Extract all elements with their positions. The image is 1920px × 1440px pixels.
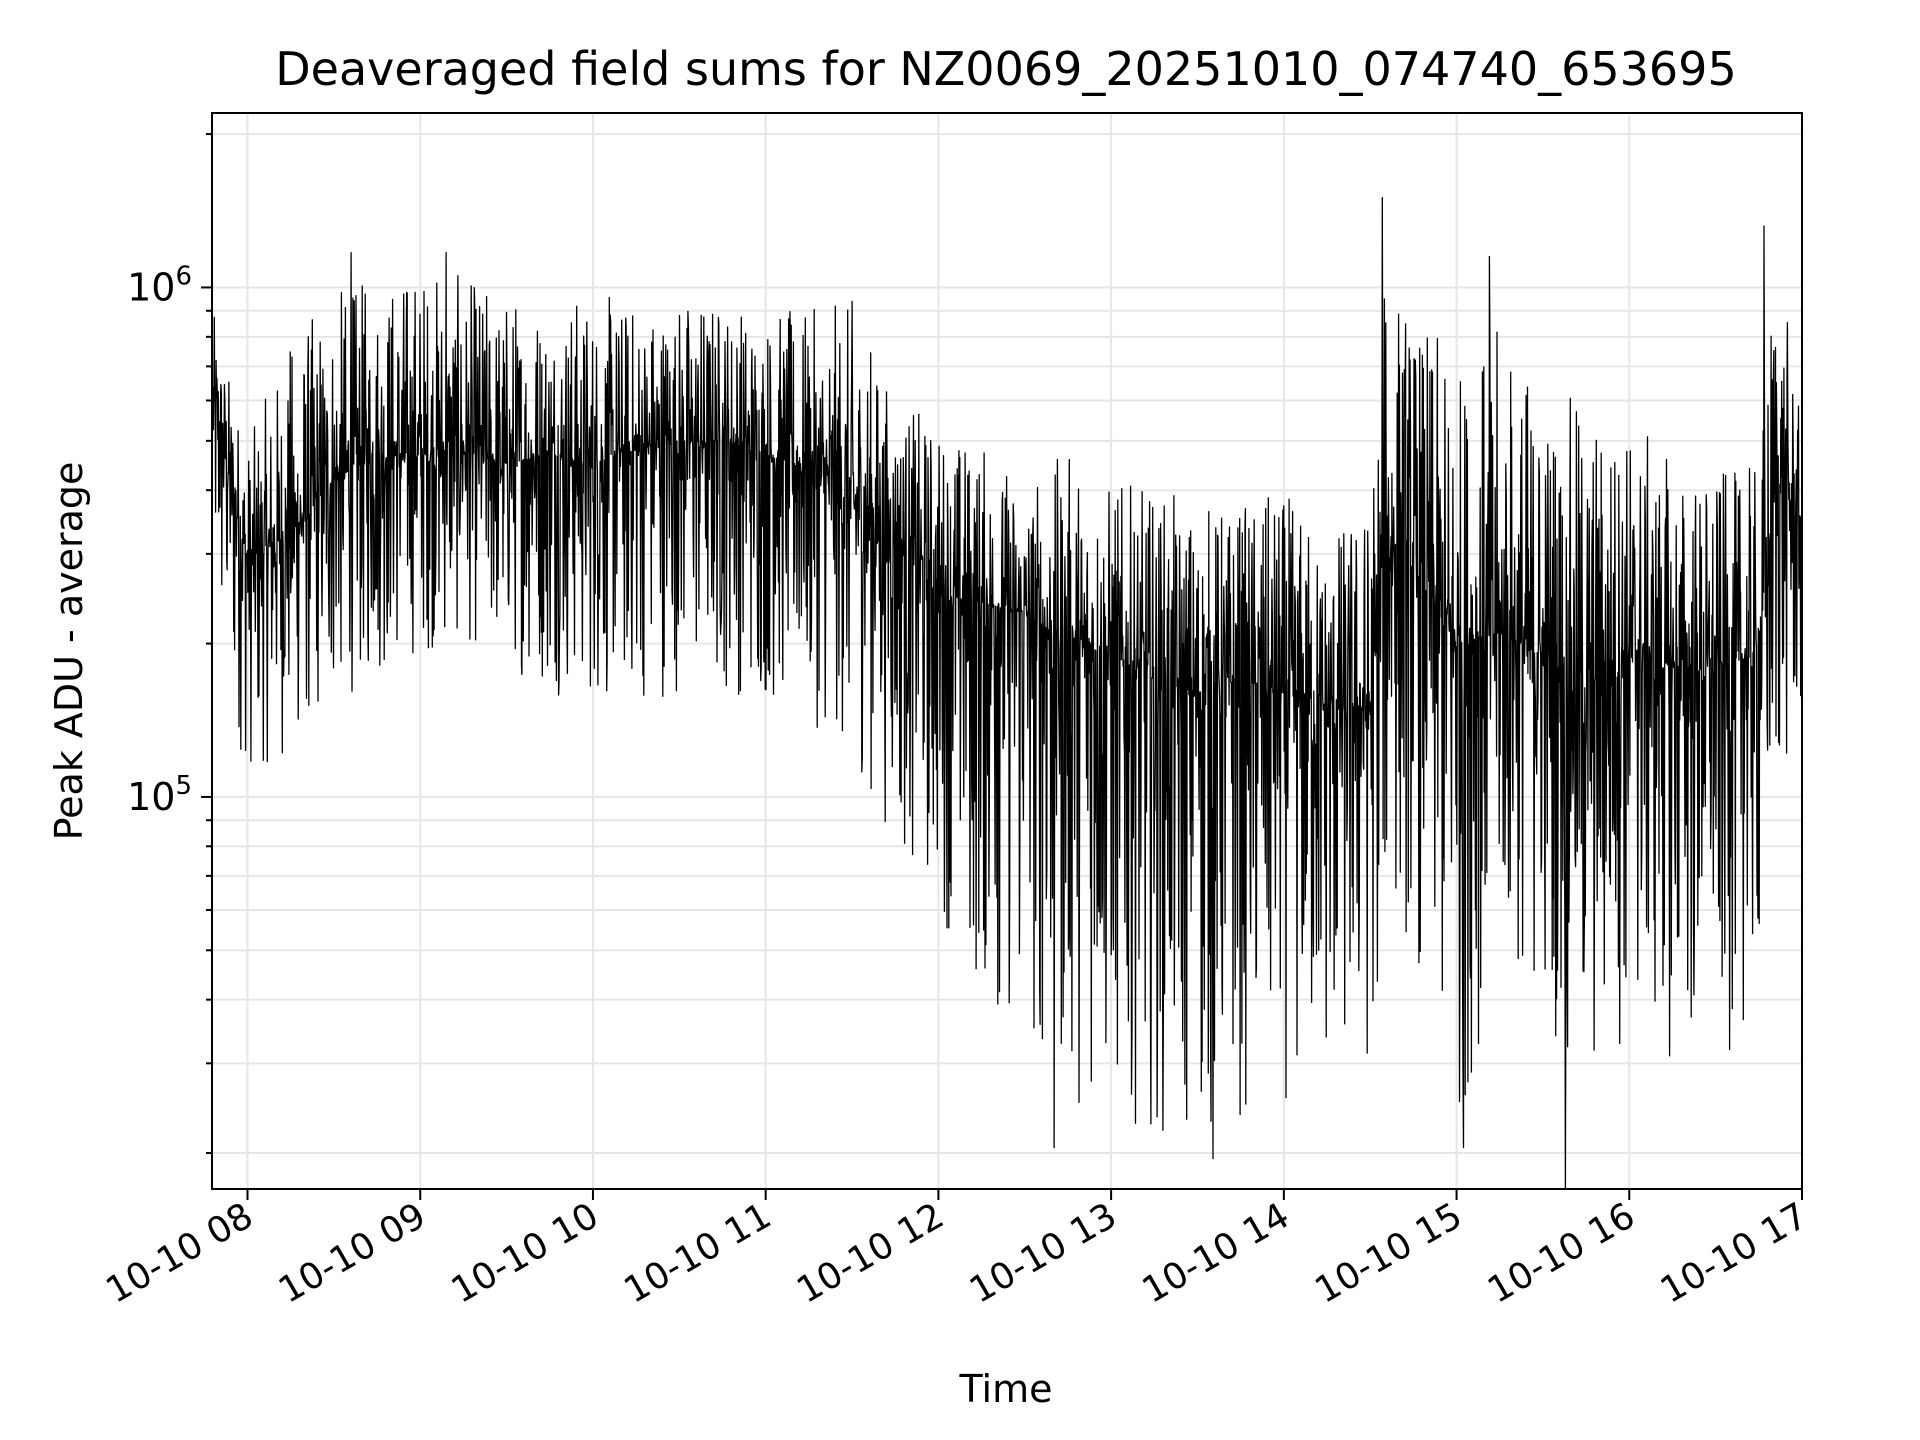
chart-title: Deaveraged field sums for NZ0069_2025101…	[275, 42, 1736, 96]
series-line	[212, 197, 1803, 1190]
series-group	[212, 197, 1803, 1190]
y-tick-label: 105	[127, 771, 192, 819]
plot-frame	[211, 112, 1803, 1190]
x-axis-label: Time	[959, 1367, 1053, 1411]
y-tick-label: 106	[127, 261, 192, 309]
y-axis-ticks: 105 106	[127, 133, 212, 1155]
y-axis-label: Peak ADU - average	[47, 462, 91, 841]
